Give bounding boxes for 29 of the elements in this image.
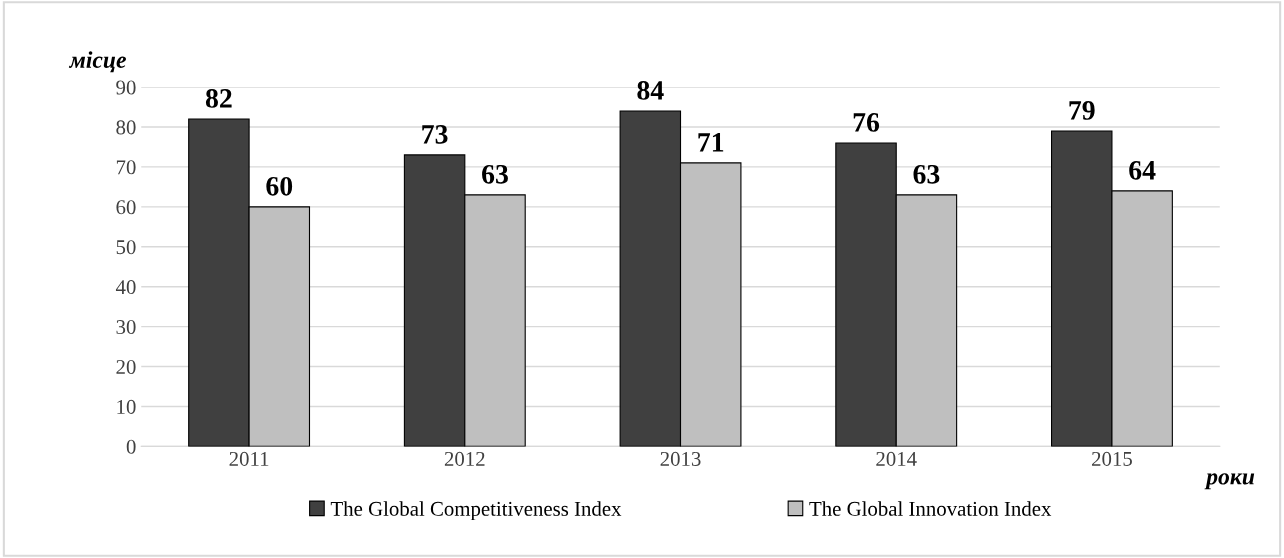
y-tick-label: 70 xyxy=(116,160,136,175)
y-tick-label: 60 xyxy=(116,200,136,215)
data-label: 79 xyxy=(1069,101,1095,120)
x-tick-label: 2014 xyxy=(876,451,917,466)
x-tick-label: 2013 xyxy=(660,451,701,466)
x-tick-label: 2015 xyxy=(1092,451,1132,466)
y-tick-label: 20 xyxy=(116,359,136,374)
legend-label: The Global Competitiveness Index xyxy=(330,501,622,521)
legend-label: The Global Innovation Index xyxy=(809,501,1052,516)
y-tick-label: 40 xyxy=(115,280,136,295)
y-tick-label: 0 xyxy=(126,439,136,454)
data-label: 73 xyxy=(422,125,448,144)
data-label: 82 xyxy=(205,89,232,108)
data-label: 71 xyxy=(698,133,724,152)
data-label: 84 xyxy=(637,81,664,100)
data-label: 60 xyxy=(266,176,293,196)
x-tick-label: 2011 xyxy=(229,451,269,466)
y-tick-label: 90 xyxy=(116,80,136,95)
y-axis-title: місце xyxy=(68,51,126,73)
y-tick-label: 10 xyxy=(117,399,136,414)
data-label: 63 xyxy=(913,164,940,184)
y-tick-label: 50 xyxy=(116,240,136,255)
y-tick-label: 30 xyxy=(116,319,136,335)
data-label: 64 xyxy=(1129,161,1156,180)
data-label: 63 xyxy=(482,164,508,184)
y-tick-label: 80 xyxy=(116,120,136,135)
x-tick-label: 2012 xyxy=(444,451,485,466)
x-axis-title: роки xyxy=(1204,473,1255,490)
data-label: 76 xyxy=(853,113,880,132)
